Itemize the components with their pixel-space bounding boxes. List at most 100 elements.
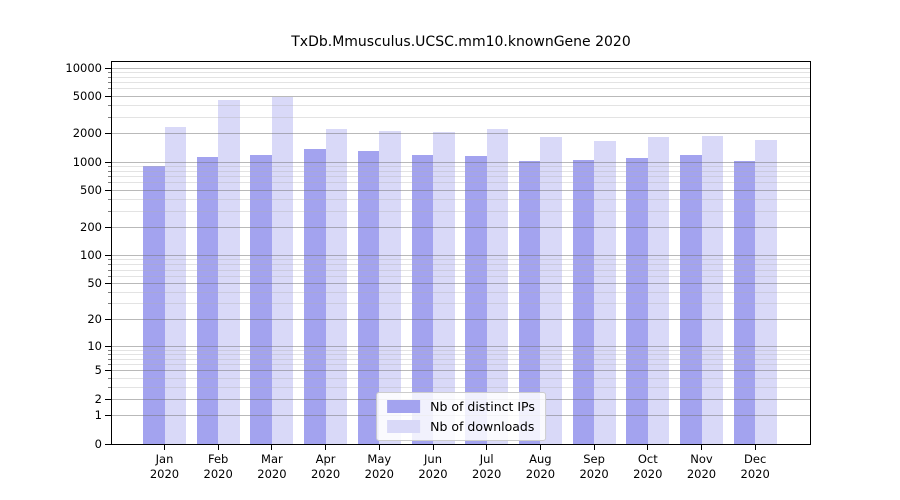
y-tick-mark xyxy=(105,189,112,191)
x-tick-label: Apr 2020 xyxy=(296,452,356,482)
y-tick-mark xyxy=(105,345,112,347)
bar-ips-oct xyxy=(626,158,648,444)
x-tick-year: 2020 xyxy=(525,467,556,481)
y-minor-tick-mark xyxy=(108,165,112,167)
y-minor-tick-mark xyxy=(108,88,112,90)
x-tick-month: Mar xyxy=(261,452,283,466)
bar-ips-mar xyxy=(250,154,272,444)
y-tick-label: 10000 xyxy=(65,60,102,75)
legend-swatch-downloads-icon xyxy=(387,420,421,433)
bar-downloads-aug xyxy=(540,137,562,444)
x-tick-label: Dec 2020 xyxy=(725,452,785,482)
y-minor-tick-mark xyxy=(108,71,112,73)
y-tick-label: 20 xyxy=(87,312,102,327)
y-tick-label: 500 xyxy=(80,182,102,197)
y-minor-tick-mark xyxy=(108,259,112,261)
y-tick-mark xyxy=(105,67,112,69)
x-tick-year: 2020 xyxy=(149,467,180,481)
bar-downloads-sep xyxy=(594,140,616,444)
x-tick-year: 2020 xyxy=(579,467,609,481)
bar-downloads-mar xyxy=(271,96,294,444)
y-tick-mark xyxy=(105,370,112,372)
x-tick-label: May 2020 xyxy=(349,452,409,482)
x-tick-month: Sep xyxy=(583,452,605,466)
legend-item-distinct-ips: Nb of distinct IPs xyxy=(387,399,535,414)
x-tick-month: Aug xyxy=(529,452,552,466)
y-tick-mark xyxy=(105,161,112,163)
bar-ips-sep xyxy=(572,160,595,444)
y-minor-tick-mark xyxy=(108,291,112,293)
y-minor-tick-mark xyxy=(108,104,112,106)
bar-downloads-jul xyxy=(486,129,509,444)
x-tick-month: Dec xyxy=(744,452,767,466)
y-tick-label: 200 xyxy=(80,220,102,235)
y-minor-tick-mark xyxy=(108,377,112,379)
x-tick-year: 2020 xyxy=(364,467,394,481)
x-tick-year: 2020 xyxy=(633,467,663,481)
bars-layer xyxy=(112,62,810,444)
y-tick-mark xyxy=(105,227,112,229)
y-tick-label: 50 xyxy=(87,276,102,290)
x-tick-year: 2020 xyxy=(203,467,233,481)
y-minor-tick-mark xyxy=(108,358,112,360)
y-minor-tick-mark xyxy=(108,303,112,305)
bar-ips-nov xyxy=(680,154,702,444)
x-tick-mark xyxy=(754,445,756,450)
y-tick-label: 2 xyxy=(94,391,102,406)
legend: Nb of distinct IPs Nb of downloads xyxy=(376,392,546,441)
x-tick-label: Jan 2020 xyxy=(135,452,195,482)
y-minor-tick-mark xyxy=(108,210,112,212)
y-tick-mark xyxy=(105,443,112,445)
x-tick-mark xyxy=(647,445,649,450)
y-tick-label: 1000 xyxy=(72,154,102,169)
y-tick-mark xyxy=(105,95,112,97)
x-tick-year: 2020 xyxy=(310,467,341,481)
x-tick-mark xyxy=(593,445,595,450)
y-tick-mark xyxy=(105,255,112,257)
y-minor-tick-mark xyxy=(108,170,112,172)
x-tick-mark xyxy=(325,445,327,450)
y-minor-tick-mark xyxy=(108,182,112,184)
bar-ips-apr xyxy=(304,149,326,444)
x-tick-label: Sep 2020 xyxy=(564,452,624,482)
bar-ips-dec xyxy=(733,161,756,444)
y-tick-mark xyxy=(105,398,112,400)
x-tick-label: Mar 2020 xyxy=(242,452,302,482)
x-tick-label: Aug 2020 xyxy=(510,452,570,482)
x-tick-month: Apr xyxy=(315,452,336,466)
x-tick-year: 2020 xyxy=(418,467,448,481)
bar-ips-aug xyxy=(518,161,541,444)
x-tick-mark xyxy=(486,445,488,450)
legend-label-downloads: Nb of downloads xyxy=(430,419,535,434)
x-tick-label: Jul 2020 xyxy=(457,452,517,482)
legend-item-downloads: Nb of downloads xyxy=(387,419,535,434)
x-tick-mark xyxy=(217,445,219,450)
bar-ips-feb xyxy=(196,157,219,444)
x-tick-mark xyxy=(271,445,273,450)
bar-downloads-jan xyxy=(164,127,186,444)
y-tick-label: 0 xyxy=(94,436,102,451)
y-tick-label: 10 xyxy=(87,338,102,353)
bar-downloads-apr xyxy=(325,129,348,444)
y-tick-label: 100 xyxy=(80,248,102,263)
y-tick-label: 1 xyxy=(94,408,102,423)
x-tick-month: Jul xyxy=(479,452,494,466)
x-tick-mark xyxy=(432,445,434,450)
y-minor-tick-mark xyxy=(108,353,112,355)
bar-downloads-oct xyxy=(647,137,670,444)
y-minor-tick-mark xyxy=(108,264,112,266)
y-minor-tick-mark xyxy=(108,349,112,351)
bar-downloads-may xyxy=(379,130,401,444)
y-minor-tick-mark xyxy=(108,198,112,200)
x-tick-year: 2020 xyxy=(472,467,502,481)
x-tick-month: Jun xyxy=(424,452,442,466)
y-minor-tick-mark xyxy=(108,116,112,118)
y-tick-label: 2000 xyxy=(72,126,102,141)
y-minor-tick-mark xyxy=(108,275,112,277)
bar-downloads-feb xyxy=(218,99,240,444)
x-tick-label: Feb 2020 xyxy=(188,452,248,482)
y-minor-tick-mark xyxy=(108,82,112,84)
x-axis: Jan 2020 Feb 2020 Mar 2020 Apr 2020 May 2020 Jun 20… xyxy=(0,445,900,500)
